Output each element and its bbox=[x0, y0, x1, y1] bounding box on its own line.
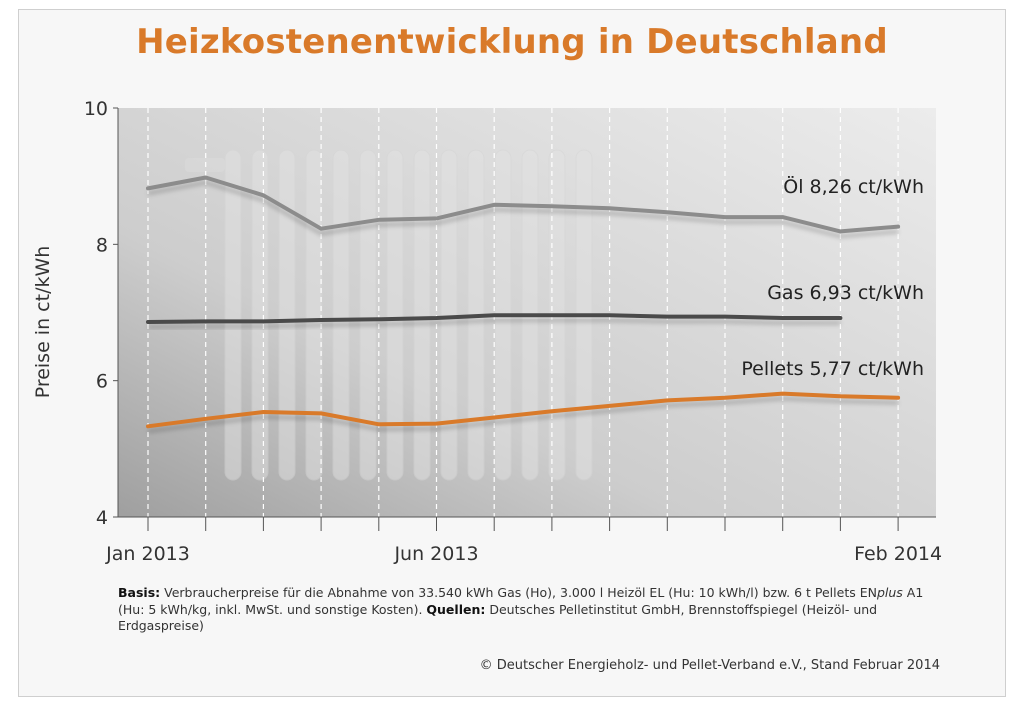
series-shadow bbox=[147, 318, 841, 329]
copyright-note: © Deutscher Energieholz- und Pellet-Verb… bbox=[479, 658, 940, 673]
x-tick-label: Jun 2013 bbox=[393, 543, 478, 565]
y-tick-label: 6 bbox=[96, 371, 108, 393]
series-name: Pellets bbox=[741, 358, 809, 380]
y-tick-label: 10 bbox=[84, 98, 108, 120]
series-name: Gas bbox=[767, 282, 809, 304]
y-tick-label: 8 bbox=[96, 234, 108, 256]
chart-title: Heizkostenentwicklung in Deutschland bbox=[136, 22, 888, 62]
series-line-pellets bbox=[146, 391, 901, 429]
sources-text: Deutsches Pelletinstitut GmbH, Brennstof… bbox=[118, 601, 878, 634]
x-tick-label: Jan 2013 bbox=[105, 543, 190, 565]
x-tick-label: Feb 2014 bbox=[854, 543, 942, 565]
series-value-label: 6,93 ct/kWh bbox=[810, 282, 924, 304]
series-label-pellets: Pellets 5,77 ct/kWh bbox=[741, 358, 924, 380]
series-label-öl: Öl 8,26 ct/kWh bbox=[783, 175, 924, 198]
sources-label: Quellen: bbox=[426, 601, 486, 617]
basis-text-1: Verbraucherpreise für die Abnahme von 33… bbox=[160, 585, 877, 600]
basis-text-2: A1 (Hu: 5 kWh/kg, inkl. MwSt. und sonsti… bbox=[118, 585, 924, 617]
series-name: Öl bbox=[783, 175, 809, 198]
series-value-label: 8,26 ct/kWh bbox=[810, 176, 924, 198]
basis-italic: plus bbox=[876, 585, 903, 600]
series-shadow bbox=[147, 180, 899, 239]
chart-notes: Basis: Verbraucherpreise für die Abnahme… bbox=[118, 585, 948, 635]
series-shadow bbox=[147, 396, 899, 434]
series-label-gas: Gas 6,93 ct/kWh bbox=[767, 282, 924, 304]
series-line-gas bbox=[146, 313, 843, 324]
series-value-label: 5,77 ct/kWh bbox=[810, 358, 924, 380]
y-tick-label: 4 bbox=[96, 507, 108, 529]
series-line-öl bbox=[146, 175, 901, 234]
basis-label: Basis: bbox=[118, 585, 161, 600]
